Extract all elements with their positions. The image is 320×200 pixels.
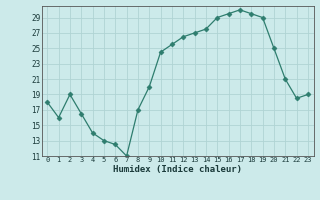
X-axis label: Humidex (Indice chaleur): Humidex (Indice chaleur) <box>113 165 242 174</box>
